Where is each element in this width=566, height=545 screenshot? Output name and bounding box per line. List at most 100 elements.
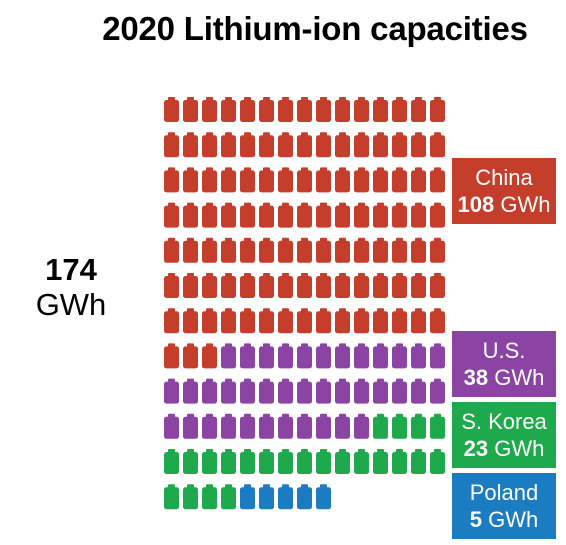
legend-value: 108 xyxy=(457,192,495,217)
battery-icon xyxy=(183,132,198,158)
battery-icon xyxy=(316,237,331,263)
battery-icon xyxy=(221,449,236,474)
battery-icon xyxy=(430,413,445,439)
battery-icon xyxy=(297,449,312,474)
battery-icon xyxy=(164,449,179,474)
battery-icon xyxy=(411,449,426,474)
legend-label: China xyxy=(475,165,533,190)
total-capacity: 174 GWh xyxy=(18,252,124,322)
battery-icon xyxy=(411,378,426,404)
legend-label: Poland xyxy=(469,480,539,505)
battery-icon xyxy=(411,343,426,369)
battery-icon xyxy=(240,308,255,334)
battery-icon xyxy=(316,97,331,122)
battery-icon xyxy=(297,343,312,369)
battery-icon xyxy=(221,273,236,298)
battery-icon xyxy=(183,167,198,193)
battery-icon xyxy=(335,413,350,439)
battery-icon xyxy=(392,343,407,369)
battery-icon xyxy=(373,97,388,122)
battery-icon xyxy=(278,343,293,369)
battery-icon xyxy=(240,273,255,298)
battery-icon xyxy=(164,273,179,298)
total-value: 174 xyxy=(45,252,97,287)
battery-icon xyxy=(373,132,388,158)
battery-icon xyxy=(354,343,369,369)
battery-icon xyxy=(392,97,407,122)
battery-icon xyxy=(373,308,388,334)
battery-icon xyxy=(297,97,312,122)
battery-icon xyxy=(316,308,331,334)
battery-icon xyxy=(164,202,179,228)
battery-icon xyxy=(411,97,426,122)
battery-icon xyxy=(297,237,312,263)
battery-icon xyxy=(316,343,331,369)
legend-value: 38 xyxy=(463,365,489,390)
battery-icon xyxy=(221,484,236,510)
battery-icon xyxy=(354,308,369,334)
battery-icon xyxy=(221,202,236,228)
battery-icon xyxy=(221,132,236,158)
battery-icon xyxy=(221,378,236,404)
battery-icon xyxy=(164,343,179,369)
battery-icon xyxy=(164,378,179,404)
battery-icon xyxy=(316,413,331,439)
battery-icon xyxy=(164,132,179,158)
battery-icon xyxy=(259,132,274,158)
battery-icon xyxy=(392,202,407,228)
battery-icon xyxy=(221,343,236,369)
battery-icon xyxy=(278,97,293,122)
legend-us: U.S. 38 GWh xyxy=(452,331,556,397)
battery-icon xyxy=(259,167,274,193)
battery-icon xyxy=(373,167,388,193)
battery-icon xyxy=(183,237,198,263)
battery-icon xyxy=(373,378,388,404)
battery-icon xyxy=(278,273,293,298)
legend-value: 23 xyxy=(463,436,489,461)
battery-icon xyxy=(278,484,293,510)
battery-icon xyxy=(297,167,312,193)
battery-icon xyxy=(373,202,388,228)
legend-unit: GWh xyxy=(500,192,551,217)
battery-icon xyxy=(297,273,312,298)
battery-icon xyxy=(221,97,236,122)
battery-icon xyxy=(297,378,312,404)
legend-unit: GWh xyxy=(494,365,545,390)
battery-icon xyxy=(335,308,350,334)
legend-label: U.S. xyxy=(482,338,526,363)
legend-s-korea: S. Korea 23 GWh xyxy=(452,402,556,468)
battery-icon xyxy=(411,273,426,298)
battery-icon xyxy=(202,413,217,439)
battery-icon xyxy=(411,308,426,334)
battery-icon xyxy=(240,237,255,263)
battery-icon xyxy=(297,308,312,334)
battery-icon xyxy=(183,413,198,439)
battery-icon xyxy=(221,413,236,439)
battery-icon xyxy=(373,343,388,369)
battery-icon xyxy=(335,449,350,474)
legend-label: S. Korea xyxy=(461,409,547,434)
battery-icon xyxy=(240,97,255,122)
battery-icon xyxy=(392,308,407,334)
battery-icon xyxy=(259,413,274,439)
total-unit: GWh xyxy=(35,287,107,322)
legend-unit: GWh xyxy=(488,507,539,532)
battery-icon xyxy=(411,202,426,228)
battery-icon xyxy=(259,202,274,228)
battery-icon xyxy=(183,273,198,298)
battery-icon xyxy=(297,484,312,510)
battery-icon xyxy=(430,202,445,228)
battery-icon xyxy=(278,132,293,158)
battery-icon xyxy=(221,308,236,334)
battery-icon xyxy=(392,237,407,263)
battery-icon xyxy=(240,449,255,474)
battery-icon xyxy=(202,237,217,263)
battery-icon xyxy=(430,237,445,263)
battery-icon xyxy=(259,484,274,510)
battery-icon xyxy=(259,449,274,474)
battery-icon xyxy=(240,132,255,158)
battery-icon xyxy=(278,237,293,263)
battery-icon xyxy=(259,343,274,369)
legend-value: 5 xyxy=(469,507,482,532)
